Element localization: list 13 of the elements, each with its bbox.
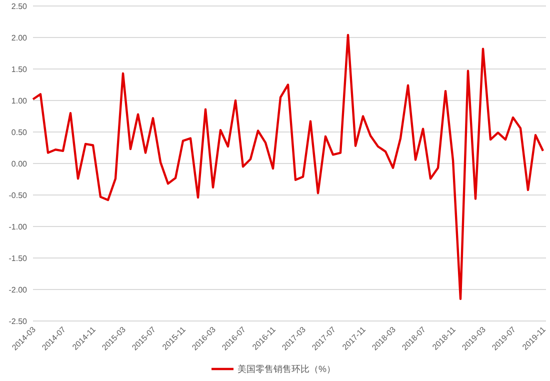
y-tick-label: -1.50 [8,254,28,263]
legend-label: 美国零售销售环比（%） [238,364,336,374]
y-tick-label: 1.50 [11,65,28,74]
y-tick-label: -2.00 [8,286,28,294]
y-tick-label: -0.50 [8,191,28,200]
y-tick-label: -1.00 [8,222,28,232]
y-tick-label: 0.50 [11,128,28,137]
y-tick-label: 0.00 [11,160,28,168]
y-tick-label: 2.00 [11,34,28,42]
legend: 美国零售销售环比（%） [212,364,336,374]
y-tick-label: 2.50 [11,2,28,11]
y-tick-label: 1.00 [11,96,28,106]
y-tick-label: -2.50 [8,317,28,326]
